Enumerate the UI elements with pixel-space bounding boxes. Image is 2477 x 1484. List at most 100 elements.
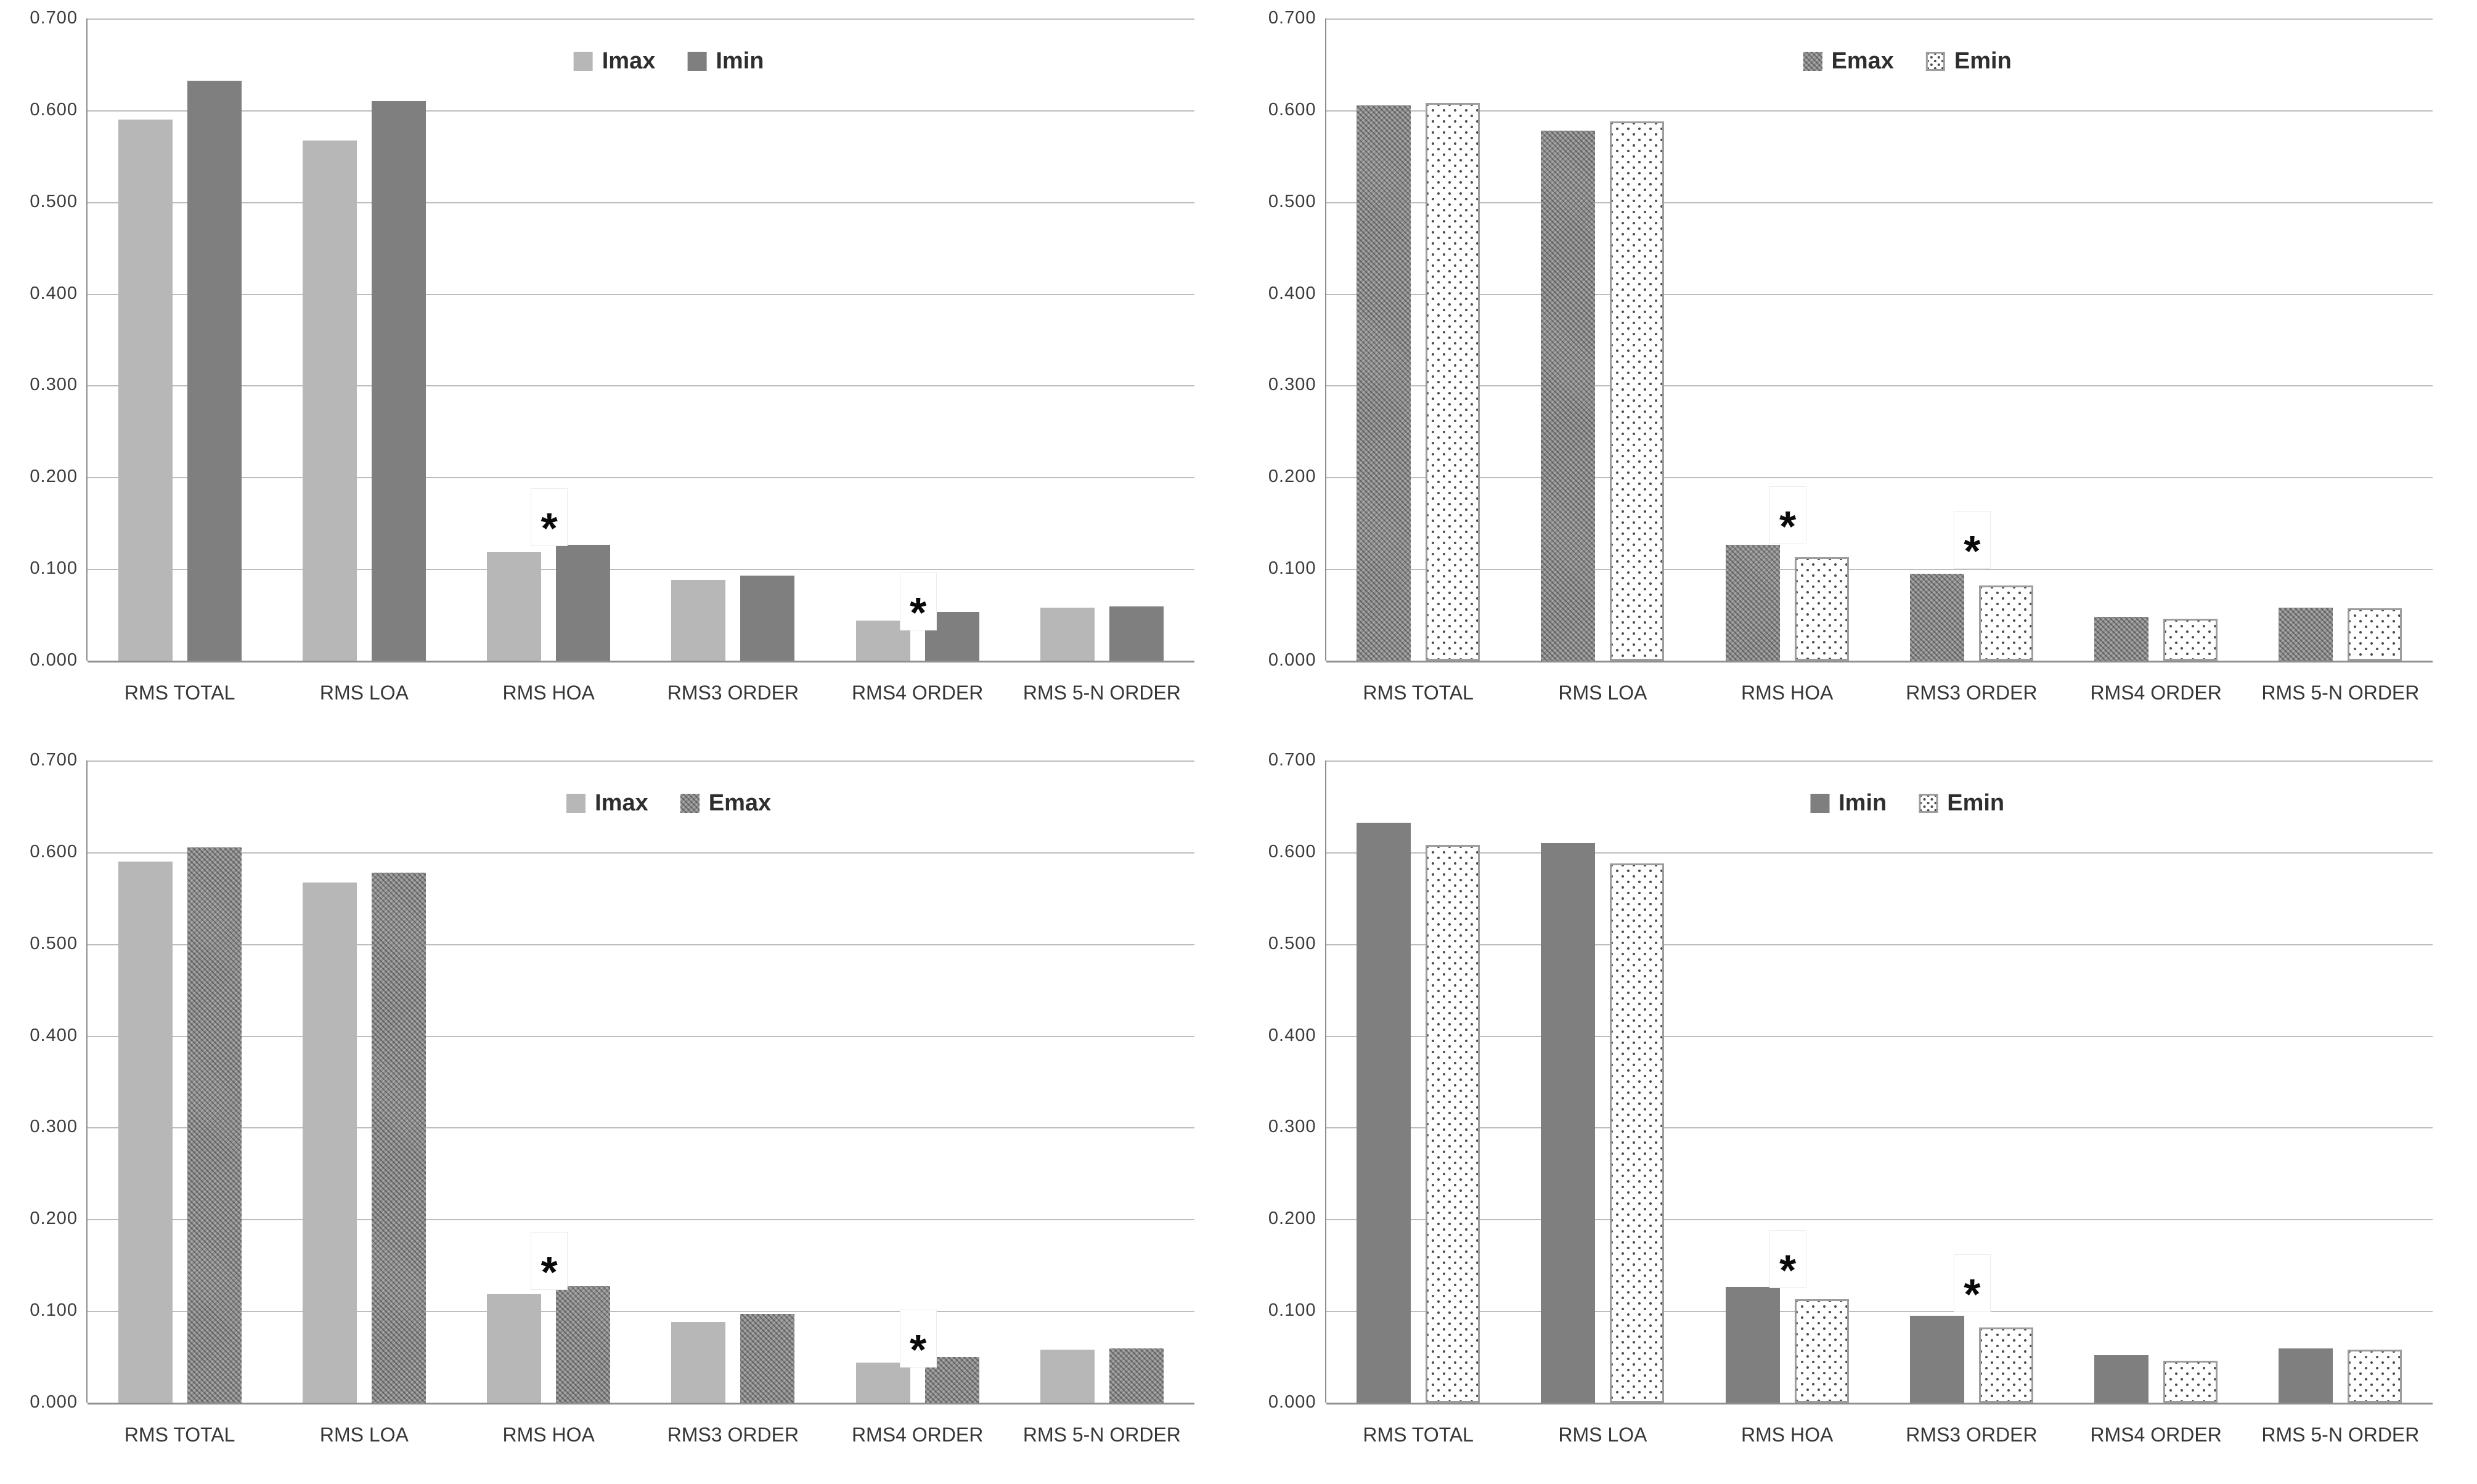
x-axis-label: RMS 5-N ORDER — [1022, 1424, 1181, 1446]
gridline — [1326, 1403, 2433, 1404]
bar-emin-1 — [1610, 121, 1665, 661]
x-axis-label: RMS HOA — [502, 682, 595, 704]
legend-swatch-imin — [1810, 794, 1830, 813]
bar-imax-0 — [118, 119, 173, 661]
gridline — [1326, 852, 2433, 854]
bar-emax-0 — [1357, 105, 1411, 661]
legend-item-emax: Emax — [1803, 48, 1894, 75]
bar-emin-1 — [1610, 863, 1665, 1403]
legend-swatch-imin — [687, 52, 707, 71]
legend-item-imax: Imax — [573, 48, 656, 75]
bar-emax-3 — [1909, 573, 1964, 661]
bar-emin-4 — [2163, 618, 2218, 661]
y-axis-label: 0.500 — [1268, 933, 1316, 953]
legend-item-emin: Emin — [1919, 790, 2004, 817]
x-axis-label: RMS HOA — [1740, 682, 1834, 704]
bar-emax-5 — [2279, 607, 2333, 661]
y-axis-label: 0.300 — [30, 375, 78, 395]
y-axis-label: 0.600 — [30, 841, 78, 862]
bar-emin-5 — [2348, 1349, 2402, 1403]
bar-emax-1 — [1541, 130, 1596, 661]
asterisk-glyph: * — [541, 1247, 558, 1296]
x-axis-label: RMS LOA — [319, 1424, 409, 1446]
bar-imin-1 — [371, 100, 426, 661]
legend-item-imin: Imin — [687, 48, 764, 75]
x-axis-label: RMS4 ORDER — [851, 682, 984, 704]
gridline — [1326, 110, 2433, 112]
y-axis-label: 0.200 — [1268, 1209, 1316, 1229]
y-axis-label: 0.100 — [1268, 1300, 1316, 1320]
y-axis-label: 0.400 — [1268, 283, 1316, 303]
gridline — [1326, 477, 2433, 479]
asterisk-glyph: * — [1779, 1246, 1797, 1294]
x-axis-label: RMS 5-N ORDER — [2261, 682, 2420, 704]
bar-imax-1 — [302, 882, 357, 1403]
bar-imax-2 — [487, 552, 542, 661]
bar-emax-2 — [1725, 545, 1780, 661]
plot-area: 0.700 0.600 0.500 0.400 0.300 0.200 0.100 0.000… — [30, 750, 1194, 1446]
gridline — [88, 852, 1194, 854]
bar-imax-4 — [855, 1362, 910, 1403]
y-axis-label: 0.700 — [1268, 749, 1316, 770]
y-axis-label: 0.700 — [1268, 7, 1316, 28]
x-axis-label: RMS3 ORDER — [667, 682, 799, 704]
bar-imin-2 — [1725, 1287, 1780, 1403]
gridline — [88, 569, 1194, 571]
gridline — [1326, 18, 2433, 20]
legend: Imax Emax — [566, 790, 771, 817]
gridline — [1326, 293, 2433, 295]
gridline — [88, 202, 1194, 203]
significance-asterisk: * — [1769, 486, 1806, 548]
bar-emin-2 — [1794, 556, 1849, 661]
asterisk-glyph: * — [1779, 502, 1797, 551]
gridline — [1326, 944, 2433, 945]
legend-label-imax: Imax — [602, 48, 656, 74]
bar-emax-1 — [371, 872, 426, 1403]
y-axis-label: 0.500 — [1268, 191, 1316, 211]
bar-imin-2 — [556, 545, 611, 661]
bar-emin-0 — [1426, 844, 1480, 1403]
y-axis-label: 0.100 — [1268, 558, 1316, 578]
legend-item-imax: Imax — [566, 790, 648, 817]
gridline — [88, 385, 1194, 387]
legend: Imax Imin — [573, 48, 764, 75]
gridline — [1326, 1035, 2433, 1037]
asterisk-glyph: * — [910, 588, 927, 637]
bar-emin-5 — [2348, 608, 2402, 661]
bar-imin-0 — [187, 81, 242, 661]
y-axis-label: 0.400 — [30, 1025, 78, 1045]
gridline — [1326, 569, 2433, 571]
bar-imin-1 — [1541, 842, 1596, 1403]
legend: Emax Emin — [1803, 48, 2012, 75]
x-axis-label: RMS4 ORDER — [851, 1424, 984, 1446]
y-axis-label: 0.600 — [1268, 99, 1316, 120]
y-axis-label: 0.300 — [1268, 375, 1316, 395]
asterisk-glyph: * — [541, 504, 558, 552]
bar-emin-4 — [2163, 1360, 2218, 1403]
y-axis-label: 0.400 — [30, 283, 78, 303]
x-axis-label: RMS HOA — [1740, 1424, 1834, 1446]
legend-label-emax: Emax — [1831, 48, 1894, 74]
bar-imax-2 — [487, 1294, 542, 1403]
chart-top-right: Emax Emin 0.700 0.600 0.500 0.400 0.300 0.200 0.… — [1238, 0, 2477, 742]
bar-emax-0 — [187, 847, 242, 1403]
y-axis-label: 0.600 — [1268, 841, 1316, 862]
asterisk-glyph: * — [1964, 527, 1981, 576]
bar-imin-3 — [740, 575, 795, 661]
x-axis-label: RMS TOTAL — [1363, 1424, 1474, 1446]
y-axis-label: 0.200 — [1268, 467, 1316, 487]
gridline — [88, 110, 1194, 112]
plot-area: 0.700 0.600 0.500 0.400 0.300 0.200 0.100 0.000… — [1268, 8, 2433, 704]
bar-emin-3 — [1978, 585, 2033, 661]
y-axis-label: 0.000 — [30, 650, 78, 670]
gridline — [88, 1403, 1194, 1404]
bar-emin-2 — [1794, 1298, 1849, 1403]
significance-asterisk: * — [531, 487, 568, 550]
y-axis-label: 0.300 — [1268, 1117, 1316, 1137]
bar-imax-5 — [1040, 1349, 1095, 1403]
gridline — [88, 1127, 1194, 1129]
gridline — [88, 944, 1194, 945]
gridline — [1326, 202, 2433, 203]
bar-imin-0 — [1357, 823, 1411, 1403]
gridline — [88, 760, 1194, 762]
